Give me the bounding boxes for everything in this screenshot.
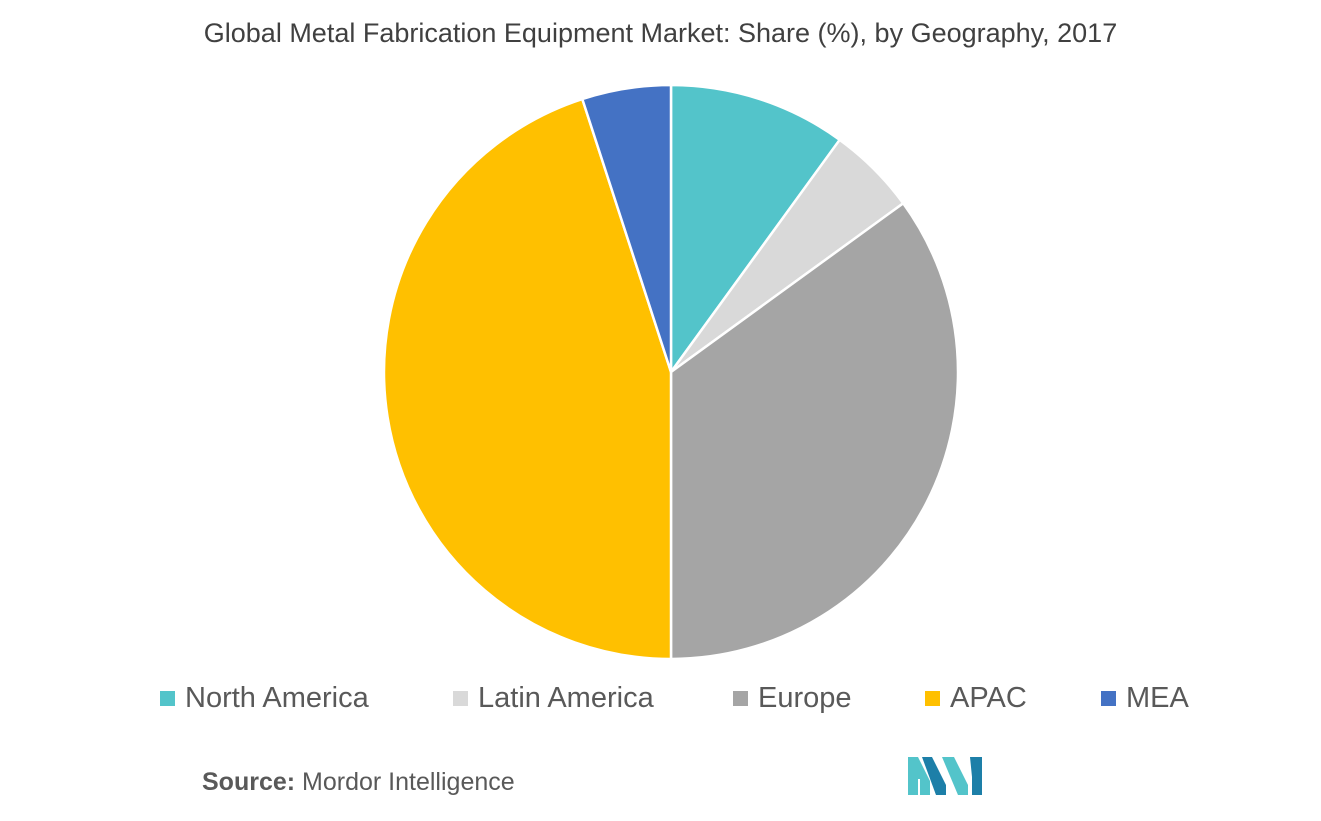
legend-label: Europe (758, 681, 852, 714)
legend-swatch (925, 690, 940, 706)
pie-chart (382, 83, 960, 661)
chart-legend: North America Latin America Europe APAC … (0, 678, 1321, 718)
pie-slice-apac (382, 97, 673, 661)
legend-label: Latin America (478, 681, 654, 714)
pie-slice-europe (669, 202, 960, 661)
pie-slice-mea (581, 83, 673, 374)
legend-label: North America (185, 681, 369, 714)
legend-label: MEA (1126, 681, 1189, 714)
legend-swatch (1101, 690, 1116, 706)
legend-item-mea: MEA (1101, 678, 1189, 718)
legend-item-latin-america: Latin America (453, 678, 654, 718)
source-text: Mordor Intelligence (295, 768, 515, 796)
legend-swatch (733, 690, 748, 706)
legend-swatch (160, 690, 175, 706)
source-note: Source: Mordor Intelligence (202, 768, 515, 797)
logo-shape (908, 757, 930, 795)
legend-item-north-america: North America (160, 678, 369, 718)
source-label: Source: (202, 768, 296, 796)
chart-title: Global Metal Fabrication Equipment Marke… (203, 18, 1118, 48)
logo-shape (970, 757, 982, 795)
legend-item-europe: Europe (733, 678, 852, 718)
legend-item-apac: APAC (925, 678, 1027, 718)
logo-shape (922, 757, 946, 795)
legend-swatch (453, 690, 468, 706)
pie-slice-north-america (669, 83, 841, 374)
pie-slices (382, 83, 960, 661)
logo-shape (942, 757, 968, 795)
mordor-intelligence-logo-icon (908, 757, 982, 795)
legend-label: APAC (950, 681, 1027, 714)
